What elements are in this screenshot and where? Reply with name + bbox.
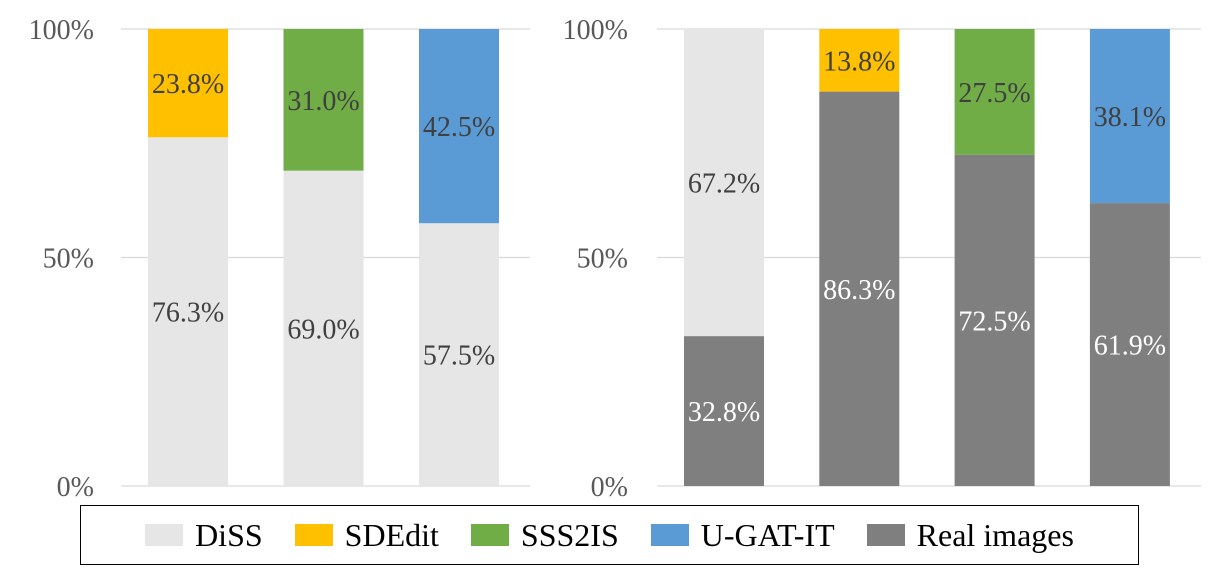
y-tick-label-1-100: 100% — [563, 15, 628, 46]
bar-segment-1-0-diss — [684, 29, 764, 337]
bar-segment-1-2-sss2is — [954, 29, 1035, 155]
data-label-1-2-sss2is: 27.5% — [958, 78, 1030, 109]
bar-segment-0-0-sdedit — [148, 29, 228, 138]
legend-swatch-sss2is — [470, 524, 509, 546]
bar-segment-0-1-diss — [283, 170, 364, 487]
bar-segment-1-0-real-images — [684, 336, 764, 486]
data-label-0-1-diss: 69.0% — [287, 314, 359, 345]
data-label-0-0-sdedit: 23.8% — [152, 69, 224, 100]
legend-label-sss2is: SSS2IS — [520, 516, 619, 553]
bar-segment-1-1-sdedit — [819, 29, 900, 92]
legend-label-real-images: Real images — [916, 516, 1074, 553]
data-label-1-1-sdedit: 13.8% — [823, 46, 895, 77]
legend-label-ugatit: U-GAT-IT — [700, 516, 835, 553]
data-label-1-0-real-images: 32.8% — [688, 397, 760, 428]
data-label-1-1-real-images: 86.3% — [823, 275, 895, 306]
legend-item-sss2is: SSS2IS — [470, 516, 619, 554]
bar-segment-1-2-real-images — [954, 154, 1035, 487]
data-label-1-0-diss: 67.2% — [688, 169, 760, 200]
data-label-0-2-diss: 57.5% — [423, 341, 495, 372]
y-tick-label-0-100: 100% — [29, 15, 94, 46]
bar-segment-0-2-u-gat-it — [419, 29, 499, 224]
bar-segment-0-0-diss — [148, 137, 228, 486]
legend-swatch-real-images — [866, 524, 905, 546]
legend-item-ugatit: U-GAT-IT — [650, 516, 835, 554]
bar-segment-0-1-sss2is — [283, 29, 364, 171]
data-label-1-3-real-images: 61.9% — [1094, 331, 1166, 362]
data-label-0-2-u-gat-it: 42.5% — [423, 112, 495, 143]
data-label-0-0-diss: 76.3% — [152, 298, 224, 329]
y-tick-label-1-50: 50% — [577, 244, 628, 275]
bar-segment-1-3-u-gat-it — [1089, 29, 1170, 204]
data-label-1-3-u-gat-it: 38.1% — [1094, 102, 1166, 133]
legend-swatch-ugatit — [650, 524, 689, 546]
bar-segment-0-2-diss — [419, 223, 499, 486]
chart-legend: DiSS SDEdit SSS2IS U-GAT-IT Real images — [80, 505, 1139, 565]
legend-label-diss: DiSS — [195, 516, 263, 553]
legend-item-diss: DiSS — [145, 517, 263, 554]
legend-swatch-diss — [145, 524, 184, 546]
data-label-1-2-real-images: 72.5% — [958, 306, 1030, 337]
bar-segment-1-3-real-images — [1089, 203, 1170, 486]
legend-item-real-images: Real images — [866, 516, 1074, 554]
y-tick-label-1-0: 0% — [591, 472, 628, 503]
legend-item-sdedit: SDEdit — [294, 516, 439, 554]
data-label-0-1-sss2is: 31.0% — [287, 86, 359, 117]
bar-segment-1-1-real-images — [819, 91, 900, 486]
legend-label-sdedit: SDEdit — [344, 516, 439, 553]
y-tick-label-0-50: 50% — [43, 244, 94, 275]
legend-swatch-sdedit — [294, 524, 333, 546]
y-tick-label-0-0: 0% — [57, 472, 94, 503]
